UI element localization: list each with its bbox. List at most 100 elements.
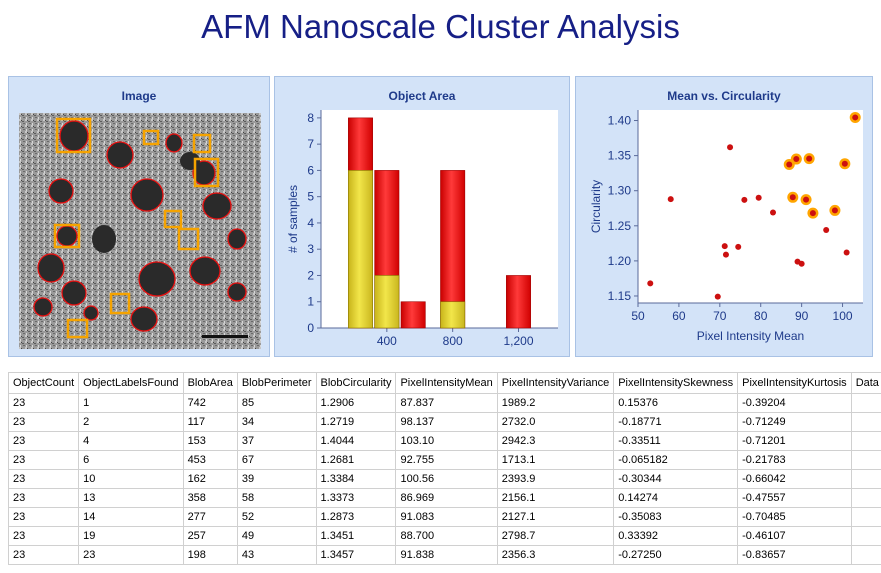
column-header[interactable]: BlobPerimeter bbox=[236, 372, 317, 394]
table-cell: -0.33511 bbox=[613, 431, 739, 451]
table-cell: 23 bbox=[7, 526, 80, 546]
column-header[interactable]: PixelIntensitySkewness bbox=[613, 372, 739, 394]
scatter-point bbox=[843, 249, 850, 256]
scatter-point bbox=[809, 210, 816, 217]
column-header[interactable]: ObjectCount bbox=[7, 372, 80, 394]
table-cell: -0.83657 bbox=[737, 545, 852, 565]
y-tick-label: 1.20 bbox=[608, 254, 632, 268]
table-cell: 23 bbox=[7, 412, 80, 432]
table-row[interactable]: 23 4 153 37 1.4044 103.10 2942.3 -0.33511 -0.712… bbox=[7, 431, 881, 451]
column-header[interactable]: PixelIntensityMean bbox=[395, 372, 498, 394]
table-cell: 1 bbox=[78, 393, 184, 413]
x-tick-label: 90 bbox=[795, 309, 809, 323]
table-cell: 87.837 bbox=[395, 393, 498, 413]
scatter-point bbox=[789, 194, 796, 201]
scatter-point bbox=[798, 260, 805, 267]
table-row[interactable]: 23 14 277 52 1.2873 91.083 2127.1 -0.35083 -0.70… bbox=[7, 507, 881, 527]
x-tick-label: 80 bbox=[754, 309, 768, 323]
table-cell bbox=[850, 526, 881, 546]
table-cell: -0.71249 bbox=[737, 412, 852, 432]
table-cell: -0.66042 bbox=[737, 469, 852, 489]
scatter-point bbox=[722, 251, 729, 258]
mean-circularity-panel: Mean vs. Circularity 1.15 1.20 1.25 1.30 1.3… bbox=[575, 76, 873, 357]
table-cell: 4 bbox=[78, 431, 184, 451]
y-tick-label: 4 bbox=[307, 216, 314, 230]
column-header[interactable]: BlobArea bbox=[182, 372, 238, 394]
afm-image-graphic bbox=[19, 113, 261, 349]
table-cell bbox=[850, 469, 881, 489]
y-tick-label: 3 bbox=[307, 242, 314, 256]
table-cell: 2798.7 bbox=[496, 526, 615, 546]
table-row[interactable]: 23 13 358 58 1.3373 86.969 2156.1 0.14274 -0.475… bbox=[7, 488, 881, 508]
table-cell: 2356.3 bbox=[496, 545, 615, 565]
afm-image[interactable] bbox=[19, 113, 261, 349]
image-panel-title: Image bbox=[121, 89, 157, 103]
object-area-chart[interactable]: 0 1 2 3 4 5 6 7 8 400 800 1,200 # of samples bbox=[275, 77, 571, 358]
table-cell: -0.35083 bbox=[613, 507, 739, 527]
table-cell: 10 bbox=[78, 469, 184, 489]
column-header[interactable]: BlobCircularity bbox=[315, 372, 397, 394]
table-cell: 100.56 bbox=[395, 469, 498, 489]
table-cell: 91.838 bbox=[395, 545, 498, 565]
table-cell: 1713.1 bbox=[496, 450, 615, 470]
scatter-point bbox=[741, 196, 748, 203]
table-row[interactable]: 23 1 742 85 1.2906 87.837 1989.2 0.15376 -0.3920… bbox=[7, 393, 881, 413]
table-row[interactable]: 23 23 198 43 1.3457 91.838 2356.3 -0.27250 -0.83… bbox=[7, 545, 881, 565]
table-cell: 2732.0 bbox=[496, 412, 615, 432]
column-header[interactable]: PixelIntensityKurtosis bbox=[737, 372, 852, 394]
page-title: AFM Nanoscale Cluster Analysis bbox=[201, 8, 680, 45]
table-cell: 23 bbox=[7, 545, 80, 565]
y-tick-label: 2 bbox=[307, 268, 314, 282]
table-cell: 2127.1 bbox=[496, 507, 615, 527]
results-table[interactable]: ObjectCount ObjectLabelsFound BlobArea Blob… bbox=[7, 372, 881, 565]
y-tick-label: 8 bbox=[307, 111, 314, 125]
scatter-point bbox=[770, 209, 776, 216]
table-cell: -0.46107 bbox=[737, 526, 852, 546]
table-cell: 1.2719 bbox=[315, 412, 397, 432]
y-tick-label: 5 bbox=[307, 190, 314, 204]
histogram-bar-selected bbox=[348, 170, 373, 329]
table-cell: 67 bbox=[236, 450, 317, 470]
table-cell: 153 bbox=[182, 431, 238, 451]
table-cell: 0.14274 bbox=[613, 488, 739, 508]
scatter-point bbox=[755, 194, 762, 201]
table-row[interactable]: 23 2 117 34 1.2719 98.137 2732.0 -0.18771 -0.712… bbox=[7, 412, 881, 432]
table-header-row: ObjectCount ObjectLabelsFound BlobArea Blob… bbox=[7, 372, 881, 394]
scatter-point bbox=[714, 293, 721, 300]
y-tick-label: 1.30 bbox=[608, 184, 632, 198]
column-header[interactable]: Data bbox=[850, 372, 881, 394]
table-cell: 1989.2 bbox=[496, 393, 615, 413]
column-header[interactable]: ObjectLabelsFound bbox=[78, 372, 184, 394]
table-row[interactable]: 23 19 257 49 1.3451 88.700 2798.7 0.33392 -0.461… bbox=[7, 526, 881, 546]
table-cell: -0.70485 bbox=[737, 507, 852, 527]
scatter-point bbox=[831, 207, 838, 214]
table-cell: 34 bbox=[236, 412, 317, 432]
x-tick-label: 60 bbox=[672, 309, 686, 323]
table-cell: 2942.3 bbox=[496, 431, 615, 451]
scatter-point bbox=[803, 196, 810, 203]
table-cell: 1.3384 bbox=[315, 469, 397, 489]
table-cell: 0.15376 bbox=[613, 393, 739, 413]
results-table-container: ObjectCount ObjectLabelsFound BlobArea Blob… bbox=[7, 372, 881, 565]
histogram-bar bbox=[400, 301, 426, 329]
scatter-point bbox=[841, 160, 848, 167]
table-cell: -0.39204 bbox=[737, 393, 852, 413]
table-cell: 23 bbox=[7, 507, 80, 527]
mean-circularity-chart[interactable]: 1.15 1.20 1.25 1.30 1.35 1.40 50 60 70 80 90 100 Pix… bbox=[576, 77, 874, 358]
table-row[interactable]: 23 6 453 67 1.2681 92.755 1713.1 -0.065182 -0.21… bbox=[7, 450, 881, 470]
scatter-point bbox=[786, 161, 793, 168]
table-cell: 1.2906 bbox=[315, 393, 397, 413]
table-cell: 91.083 bbox=[395, 507, 498, 527]
column-header[interactable]: PixelIntensityVariance bbox=[496, 372, 615, 394]
x-tick-label: 50 bbox=[631, 309, 645, 323]
table-cell: 23 bbox=[7, 450, 80, 470]
table-cell: 43 bbox=[236, 545, 317, 565]
table-row[interactable]: 23 10 162 39 1.3384 100.56 2393.9 -0.30344 -0.66… bbox=[7, 469, 881, 489]
table-cell bbox=[850, 450, 881, 470]
y-tick-label: 1 bbox=[307, 295, 314, 309]
table-cell: -0.71201 bbox=[737, 431, 852, 451]
table-cell bbox=[850, 412, 881, 432]
y-tick-label: 1.40 bbox=[608, 114, 632, 128]
mean-circularity-panel-title: Mean vs. Circularity bbox=[667, 89, 781, 103]
x-axis-label: Pixel Intensity Mean bbox=[697, 329, 804, 343]
